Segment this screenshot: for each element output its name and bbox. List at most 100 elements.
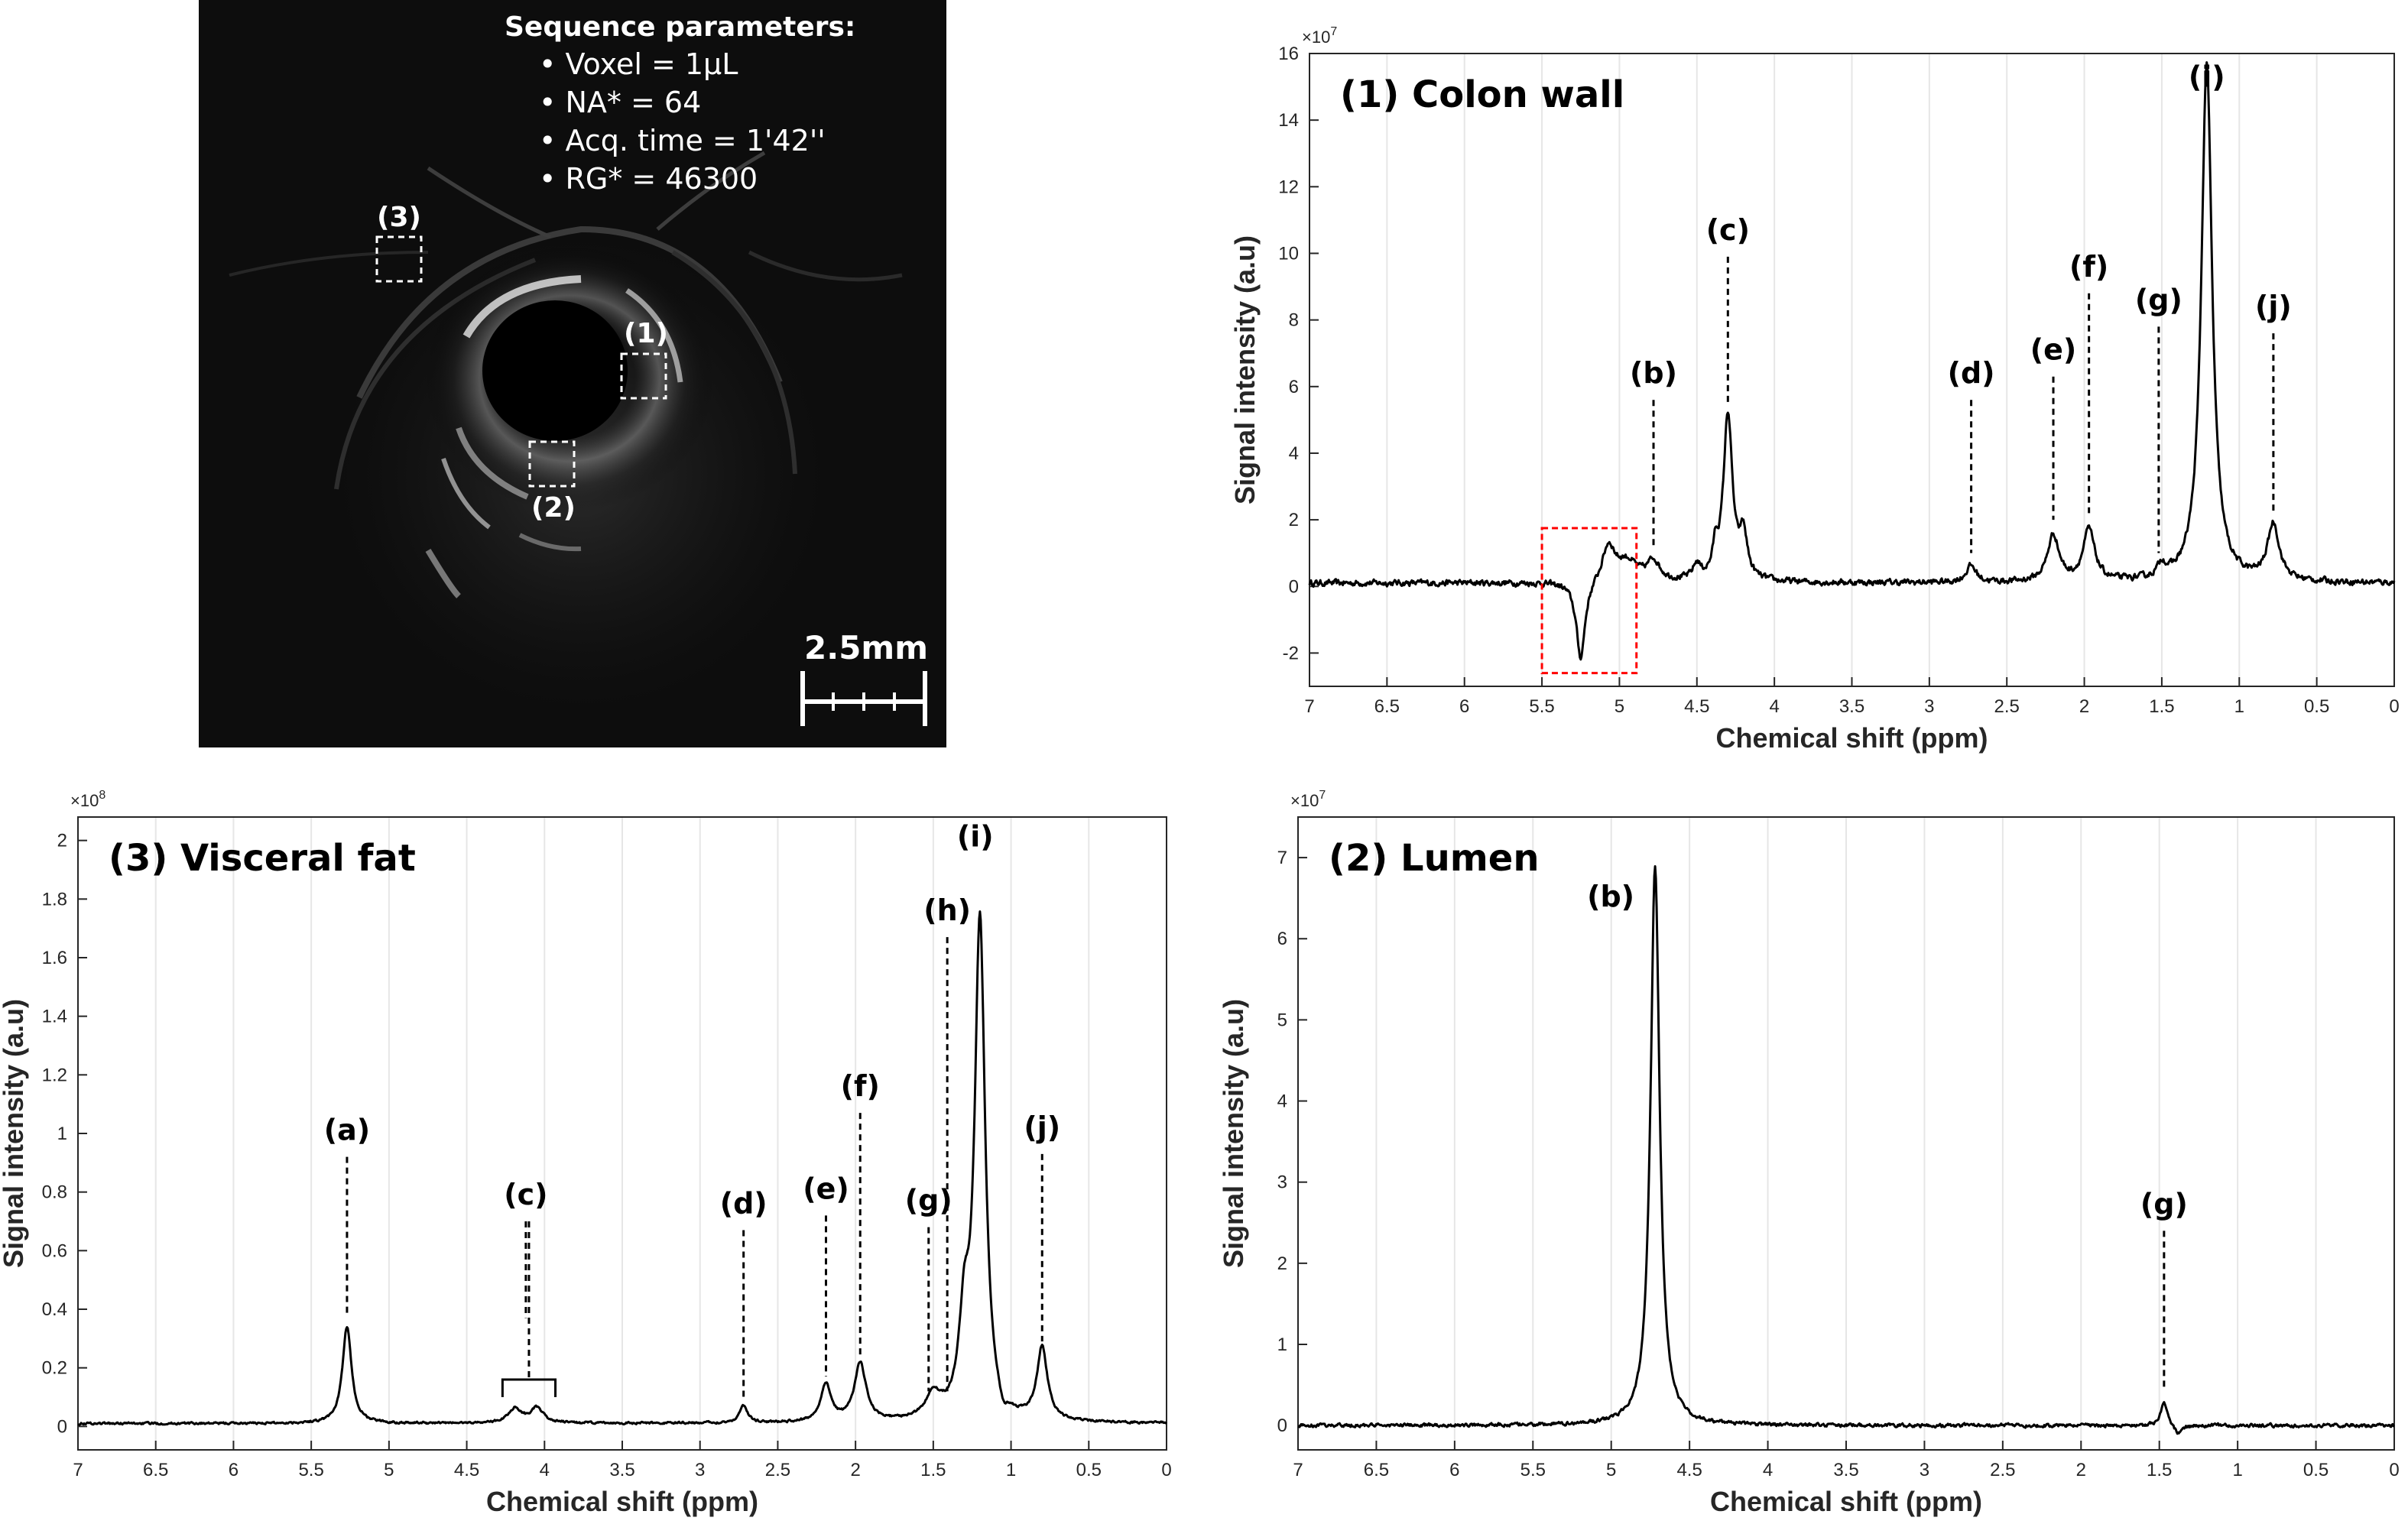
y-tick-label: 12 [1278, 177, 1299, 197]
x-tick-label: 2 [2079, 696, 2089, 717]
peak-bracket [501, 1378, 557, 1397]
x-tick-label: 5.5 [298, 1460, 323, 1480]
y-axis-label: Signal intensity (a.u) [1218, 999, 1249, 1268]
y-multiplier-exp: 8 [99, 789, 105, 802]
y-multiplier-base: ×10 [1302, 28, 1330, 47]
scale-bar-label: 2.5mm [804, 629, 928, 666]
peak-label: (f) [2069, 250, 2108, 284]
y-axis-label: Signal intensity (a.u) [0, 999, 29, 1268]
chart-lumen: 7 6.5 6 5.5 5 4.5 4 3.5 3 2.5 2 1.5 1 0.5 001234567×10… [1218, 789, 2400, 1517]
param-voxel: • Voxel = 1µL [539, 47, 738, 81]
y-multiplier-exp: 7 [1319, 789, 1326, 802]
x-tick-label: 2.5 [1994, 696, 2020, 717]
mri-image-panel: Sequence parameters: • Voxel = 1µL • NA*… [199, 0, 946, 747]
x-tick-label: 3.5 [1833, 1460, 1858, 1480]
peak-label: (a) [324, 1114, 370, 1147]
peak-label: (g) [2135, 283, 2182, 316]
params-title: Sequence parameters: [505, 11, 855, 43]
y-tick-label: 3 [1277, 1172, 1287, 1193]
x-tick-label: 2.5 [765, 1460, 790, 1480]
y-multiplier: ×108 [70, 789, 105, 810]
param-acq-time: • Acq. time = 1'42'' [539, 124, 826, 157]
roi-1-box [620, 352, 667, 400]
x-tick-label: 2 [850, 1460, 860, 1480]
x-tick-label: 5.5 [1529, 696, 1554, 717]
param-na: • NA* = 64 [539, 86, 701, 119]
y-tick-label: 10 [1278, 243, 1299, 264]
peak-label: (i) [957, 819, 994, 853]
peak-label: (j) [1024, 1111, 1060, 1144]
x-tick-label: 4 [540, 1460, 550, 1480]
y-tick-label: 2 [57, 831, 67, 851]
y-tick-label: 1 [57, 1124, 67, 1144]
roi-2-box [528, 440, 576, 488]
y-tick-label: 6 [1277, 929, 1287, 949]
y-axis-label: Signal intensity (a.u) [1229, 235, 1261, 504]
x-tick-label: 3 [1924, 696, 1934, 717]
peak-label: (g) [905, 1184, 952, 1218]
mri-lumen [482, 300, 628, 441]
y-tick-label: 0.6 [42, 1240, 67, 1261]
y-tick-label: 0.8 [42, 1182, 67, 1203]
x-tick-label: 4.5 [1676, 1460, 1702, 1480]
x-tick-label: 6 [229, 1460, 239, 1480]
x-tick-label: 1.5 [2149, 696, 2174, 717]
peak-label: (b) [1587, 880, 1634, 913]
x-tick-label: 0 [1161, 1460, 1171, 1480]
x-tick-label: 7 [1293, 1460, 1303, 1480]
x-tick-label: 5 [384, 1460, 394, 1480]
peak-label: (c) [1706, 213, 1750, 247]
x-tick-label: 4 [1769, 696, 1779, 717]
y-multiplier-base: ×10 [1290, 791, 1319, 810]
x-axis-label: Chemical shift (ppm) [1710, 1486, 1982, 1517]
peak-label: (c) [504, 1178, 547, 1211]
roi-2-label: (2) [531, 492, 576, 524]
x-tick-label: 3.5 [609, 1460, 634, 1480]
chart-colon-wall: 7 6.5 6 5.5 5 4.5 4 3.5 3 2.5 2 1.5 1 0.5 0 -2 0 2 4 6 8 10 12… [1229, 25, 2400, 754]
x-tick-label: 1 [2234, 696, 2244, 717]
scale-bar [800, 671, 927, 726]
x-tick-label: 6 [1459, 696, 1469, 717]
peak-label: (h) [923, 893, 971, 927]
peak-label: (d) [720, 1187, 768, 1221]
y-multiplier: ×107 [1302, 25, 1337, 47]
y-tick-label: 4 [1289, 443, 1299, 464]
y-tick-label: 1.8 [42, 889, 67, 910]
y-tick-label: 0 [57, 1416, 67, 1437]
y-tick-label: 2 [1289, 510, 1299, 530]
x-tick-label: 1.5 [920, 1460, 946, 1480]
x-tick-label: 4 [1763, 1460, 1773, 1480]
x-tick-label: 1 [1006, 1460, 1016, 1480]
y-tick-label: 16 [1278, 44, 1299, 64]
x-tick-label: 3 [695, 1460, 705, 1480]
y-tick-label: 1.4 [42, 1007, 67, 1027]
y-multiplier-exp: 7 [1330, 25, 1337, 38]
roi-1-label: (1) [624, 318, 668, 349]
y-multiplier-base: ×10 [70, 791, 99, 810]
x-tick-label: 6.5 [1364, 1460, 1389, 1480]
x-tick-label: 6.5 [1374, 696, 1400, 717]
y-tick-label: 0 [1277, 1415, 1287, 1436]
peak-label: (f) [841, 1069, 880, 1103]
x-tick-label: 7 [73, 1460, 83, 1480]
peak-label: (d) [1948, 356, 1995, 390]
peak-label: (e) [803, 1172, 849, 1205]
x-tick-label: 3 [1920, 1460, 1929, 1480]
y-tick-label: -2 [1283, 643, 1299, 663]
x-tick-label: 3.5 [1839, 696, 1864, 717]
x-tick-label: 5.5 [1520, 1460, 1546, 1480]
peak-label: (g) [2140, 1187, 2188, 1221]
x-tick-label: 7 [1304, 696, 1314, 717]
y-tick-label: 4 [1277, 1091, 1287, 1112]
y-tick-label: 0 [1289, 576, 1299, 597]
x-tick-label: 4.5 [1684, 696, 1709, 717]
x-tick-label: 0 [2389, 696, 2399, 717]
y-tick-label: 8 [1289, 310, 1299, 331]
x-tick-label: 2 [2076, 1460, 2086, 1480]
y-multiplier: ×107 [1290, 789, 1326, 810]
y-tick-label: 14 [1278, 110, 1299, 131]
x-tick-label: 0.5 [2304, 696, 2329, 717]
y-tick-label: 6 [1289, 377, 1299, 397]
peak-label: (b) [1630, 356, 1677, 390]
